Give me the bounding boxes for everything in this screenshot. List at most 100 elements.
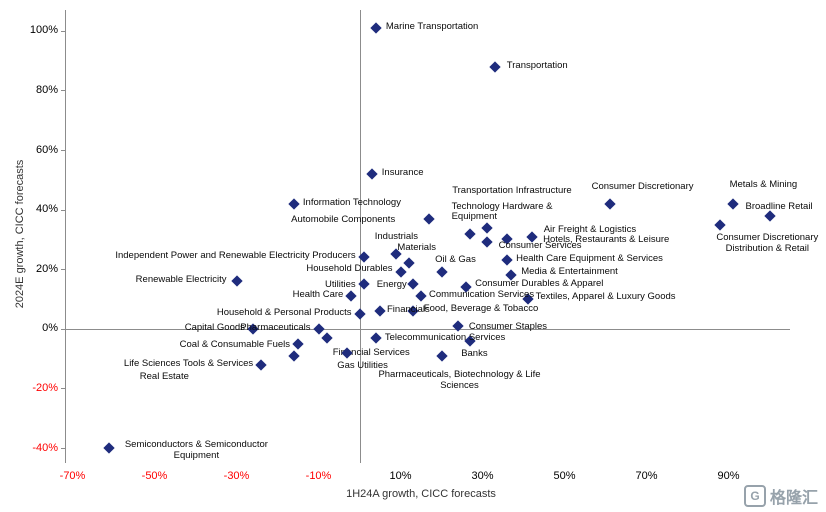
data-point-marker: [288, 350, 300, 362]
data-point-marker: [321, 332, 333, 344]
x-tick-label: 90%: [717, 470, 740, 482]
data-point-label: Insurance: [381, 166, 424, 178]
data-point-label: Telecommunication Services: [384, 331, 506, 343]
data-point-label: Materials: [397, 242, 436, 254]
data-point-marker: [714, 218, 726, 231]
data-point-marker: [501, 254, 513, 266]
y-tick-mark: [61, 209, 65, 211]
data-point-label: Financial Services: [332, 346, 410, 358]
data-point-marker: [255, 358, 267, 371]
watermark: G 格隆汇: [743, 484, 818, 508]
data-point-label: Consumer Services: [498, 240, 582, 252]
data-point-label: Coal & Consumable Fuels: [179, 338, 290, 350]
data-point-marker: [288, 198, 300, 210]
data-point-marker: [489, 60, 501, 73]
data-point-label: Semiconductors & Semiconductor Equipment: [124, 439, 268, 462]
data-point-marker: [345, 290, 357, 302]
data-point-label: Food, Beverage & Tobacco: [423, 303, 539, 314]
data-point-label: Communication Services: [429, 289, 535, 301]
data-point-label: Air Freight & Logistics: [543, 223, 637, 235]
y-tick-label: 80%: [35, 83, 58, 96]
data-point-marker: [407, 278, 419, 290]
data-point-label: Capital Goods: [184, 321, 245, 333]
data-point-label: Information Technology: [302, 196, 401, 208]
data-point-label: Hotels, Restaurants & Leisure: [543, 234, 670, 246]
data-point-label: Pharmaceuticals: [240, 321, 311, 333]
y-tick-label: 40%: [35, 203, 58, 216]
y-tick-label: 100%: [29, 24, 58, 37]
data-point-label: Health Care: [292, 289, 344, 301]
data-point-marker: [435, 350, 448, 362]
data-point-label: Technology Hardware & Equipment: [451, 200, 553, 223]
x-tick-label: -70%: [59, 470, 86, 482]
zero-vertical-gridline: [360, 10, 361, 463]
x-axis-title: 1H24A growth, CICC forecasts: [346, 488, 496, 500]
data-point-label: Broadline Retail: [745, 200, 813, 212]
data-point-label: Automobile Components: [291, 213, 396, 225]
x-tick-label: 50%: [553, 470, 576, 482]
y-tick-mark: [61, 328, 65, 330]
y-tick-label: 20%: [35, 262, 58, 275]
data-point-label: Textiles, Apparel & Luxury Goods: [535, 291, 676, 303]
x-tick-label: -30%: [223, 470, 250, 482]
zero-horizontal-gridline: [65, 329, 790, 330]
y-axis-title: 2024E growth, CICC forecasts: [14, 159, 26, 309]
data-point-label: Financials: [387, 304, 430, 315]
data-point-label: Health Care Equipment & Services: [516, 253, 663, 265]
data-point-marker: [370, 332, 382, 344]
data-point-label: Metals & Mining: [729, 178, 798, 190]
data-point-label: Pharmaceuticals, Biotechnology & Life Sc…: [378, 368, 541, 391]
data-point-label: Household Durables: [306, 263, 393, 275]
data-point-marker: [603, 198, 616, 210]
x-tick-label: 70%: [635, 470, 658, 482]
y-axis-line: [65, 10, 66, 463]
data-point-label: Transportation Infrastructure: [452, 184, 572, 196]
data-point-label: Consumer Discretionary: [591, 180, 694, 192]
x-tick-label: 10%: [389, 470, 412, 482]
data-point-label: Media & Entertainment: [521, 266, 618, 278]
data-point-label: Consumer Discretionary Distribution & Re…: [716, 231, 819, 254]
data-point-marker: [103, 442, 116, 454]
data-point-label: Consumer Staples: [468, 320, 548, 332]
y-tick-label: 0%: [42, 322, 58, 335]
data-point-marker: [353, 308, 366, 320]
x-tick-label: -50%: [141, 470, 168, 482]
data-point-marker: [464, 227, 476, 240]
data-point-marker: [230, 275, 243, 287]
y-tick-label: 60%: [35, 143, 58, 156]
data-point-marker: [292, 338, 304, 350]
data-point-marker: [480, 221, 493, 234]
data-point-label: Marine Transportation: [385, 20, 479, 32]
watermark-text: 格隆汇: [769, 490, 818, 507]
data-point-marker: [403, 257, 415, 269]
data-point-marker: [366, 168, 378, 180]
y-tick-mark: [61, 90, 65, 92]
data-point-marker: [415, 290, 427, 302]
data-point-label: Independent Power and Renewable Electric…: [115, 250, 356, 262]
data-point-marker: [435, 266, 448, 278]
data-point-label: Gas Utilities: [337, 359, 388, 371]
watermark-logo-icon: G: [743, 485, 766, 507]
data-point-label: Household & Personal Products: [216, 306, 352, 318]
data-point-label: Consumer Durables & Apparel: [475, 278, 604, 290]
y-tick-mark: [61, 269, 65, 271]
x-tick-label: 30%: [471, 470, 494, 482]
y-tick-mark: [61, 388, 65, 390]
data-point-marker: [374, 305, 386, 317]
data-point-marker: [480, 236, 493, 249]
y-tick-mark: [61, 30, 65, 32]
data-point-label: Energy: [376, 279, 407, 291]
data-point-label: Banks: [461, 347, 488, 359]
x-tick-label: -10%: [305, 470, 332, 482]
data-point-label: Real Estate: [139, 370, 189, 382]
y-tick-mark: [61, 448, 65, 450]
data-point-marker: [312, 323, 325, 335]
y-tick-label: -40%: [32, 441, 58, 454]
data-point-label: Life Sciences Tools & Services: [123, 357, 254, 369]
y-tick-label: -20%: [32, 381, 58, 394]
data-point-marker: [394, 266, 407, 278]
data-point-marker: [423, 212, 435, 225]
data-point-label: Transportation: [506, 59, 568, 71]
y-tick-mark: [61, 150, 65, 152]
